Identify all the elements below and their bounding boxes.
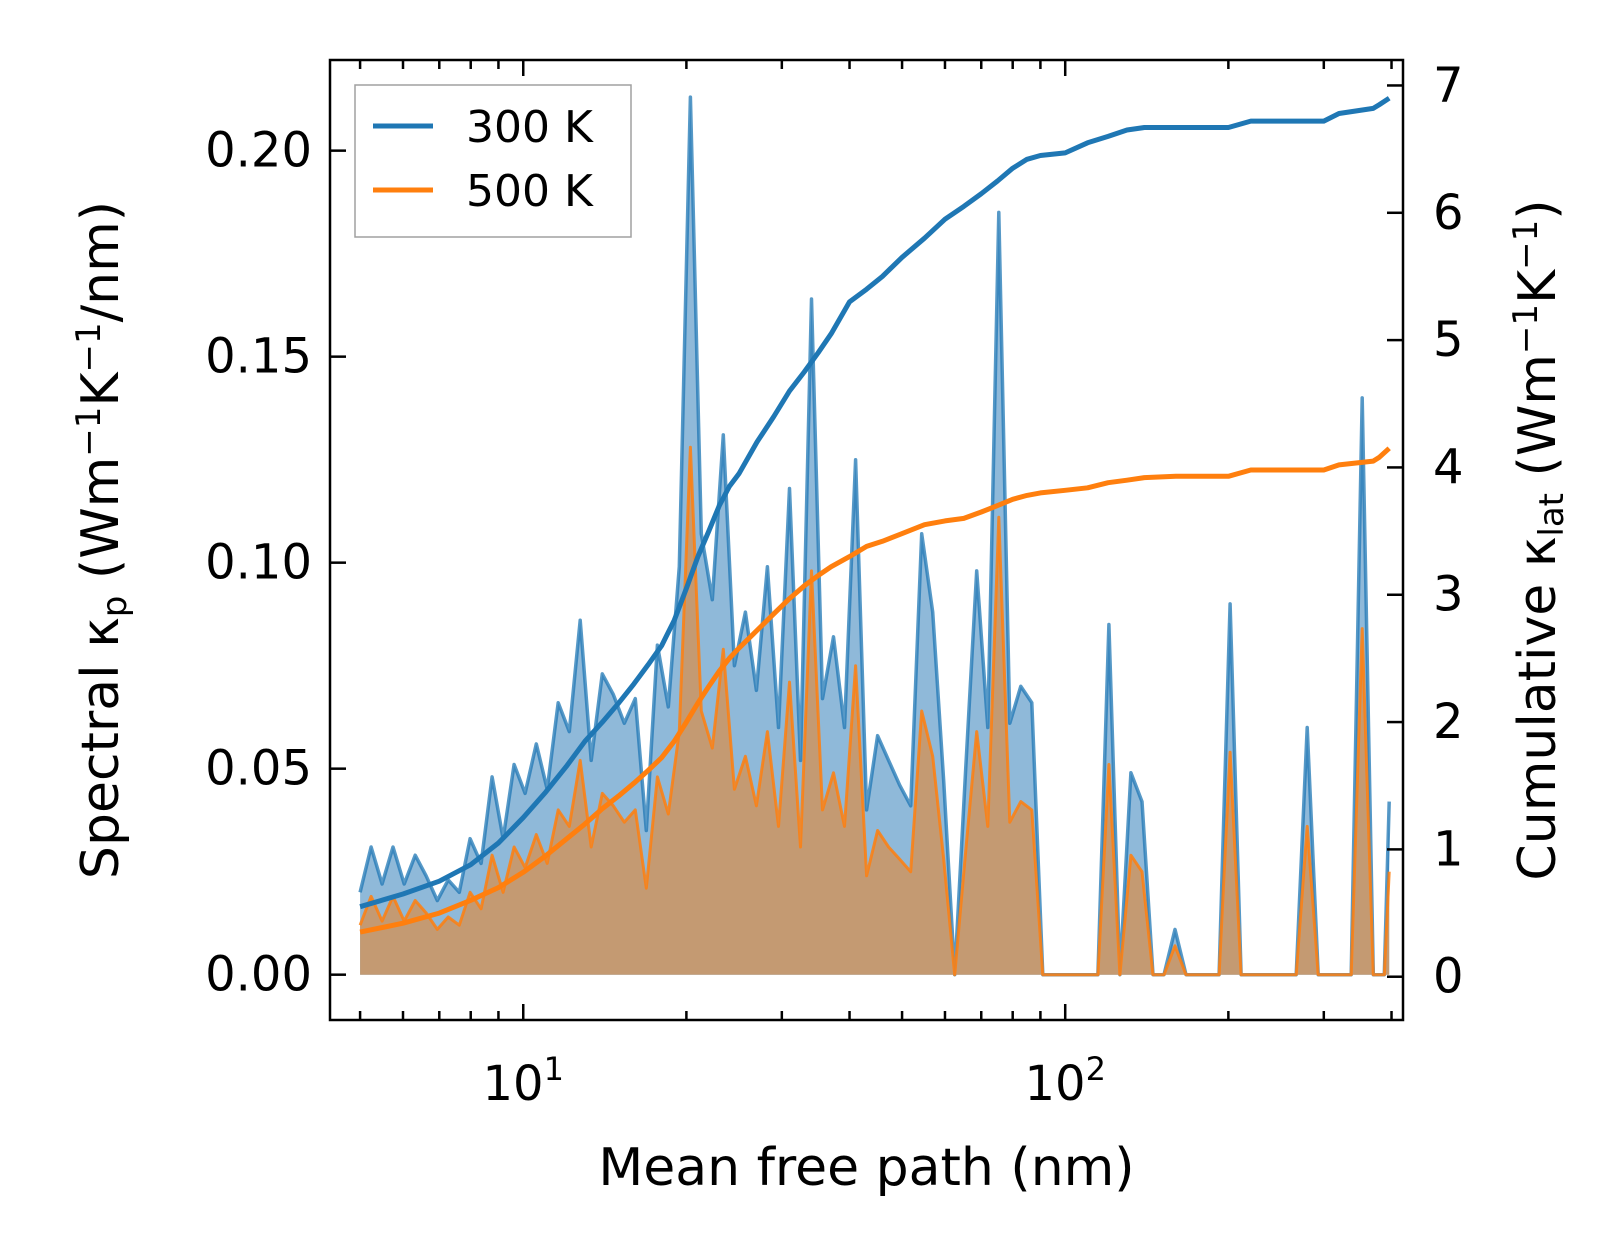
x-axis-label: Mean free path (nm) (598, 1138, 1134, 1198)
x-tick-label-base: 10 (483, 1056, 544, 1112)
spectral-fills (358, 95, 1391, 977)
y-right-tick-label: 1 (1433, 821, 1464, 877)
ylabel-right-part-3: (Wm (1508, 354, 1568, 493)
x-tick-label-exponent: 1 (544, 1050, 564, 1088)
ylabel-left-sup-2: −1 (69, 322, 109, 372)
spectral-line-500k (358, 445, 1391, 977)
y-axis-label-left: Spectral κp (Wm−1K−1/nm) (69, 201, 135, 879)
cumulative-lines (359, 96, 1391, 935)
y-left-tick-label: 0.10 (205, 535, 312, 591)
y-right-tick-label: 0 (1433, 949, 1464, 1005)
y-axis-label-right: Cumulative κlat (Wm−1K−1) (1506, 199, 1572, 880)
y-right-tick-label: 2 (1433, 694, 1464, 750)
y-right-tick-label: 6 (1433, 185, 1464, 241)
ylabel-left-part-5: K (71, 371, 131, 407)
y-right-tick-label: 7 (1433, 57, 1464, 113)
ylabel-left-part-3: (Wm (71, 457, 131, 596)
y-right-tick-label: 3 (1433, 567, 1464, 623)
legend-label-300k: 300 K (466, 102, 594, 153)
plot-frame (328, 58, 1405, 1022)
y-left-tick-label: 0.20 (205, 123, 312, 179)
x-tick-label-base: 10 (1024, 1056, 1085, 1112)
legend-label-500k: 500 K (466, 166, 594, 217)
x-tick-label: 102 (1024, 1050, 1105, 1112)
spectral-area-500k (360, 447, 1390, 975)
ylabel-left-sub: p (95, 596, 135, 618)
ylabel-right-sup-1: −1 (1506, 304, 1546, 354)
ylabel-left-sup-1: −1 (69, 407, 109, 457)
y-left-tick-label: 0.00 (205, 947, 312, 1003)
spectral-line-300k (358, 95, 1391, 977)
y-left-tick-label: 0.05 (205, 741, 312, 797)
cumulative-line-500k (359, 446, 1391, 935)
ylabel-right-part-5: K (1508, 268, 1568, 304)
legend-box (354, 84, 632, 238)
ylabel-right-sup-2: −1 (1506, 220, 1546, 270)
ylabel-left-part-1: Spectral κ (71, 617, 131, 879)
cumulative-line-300k (359, 96, 1391, 910)
spectral-area-300k (360, 97, 1390, 975)
legend: 300 K 500 K (354, 84, 632, 238)
x-tick-label-exponent: 2 (1086, 1050, 1106, 1088)
y-right-tick-label: 4 (1433, 439, 1464, 495)
ylabel-right-part-7: ) (1508, 199, 1568, 219)
ylabel-left-part-7: /nm) (71, 201, 131, 322)
y-right-tick-label: 5 (1433, 312, 1464, 368)
ylabel-right-sub: lat (1532, 493, 1572, 537)
y-left-tick-label: 0.15 (205, 329, 312, 385)
ylabel-right-part-1: Cumulative κ (1508, 537, 1568, 881)
axis-ticks (330, 60, 1403, 1020)
x-tick-label: 101 (483, 1050, 564, 1112)
